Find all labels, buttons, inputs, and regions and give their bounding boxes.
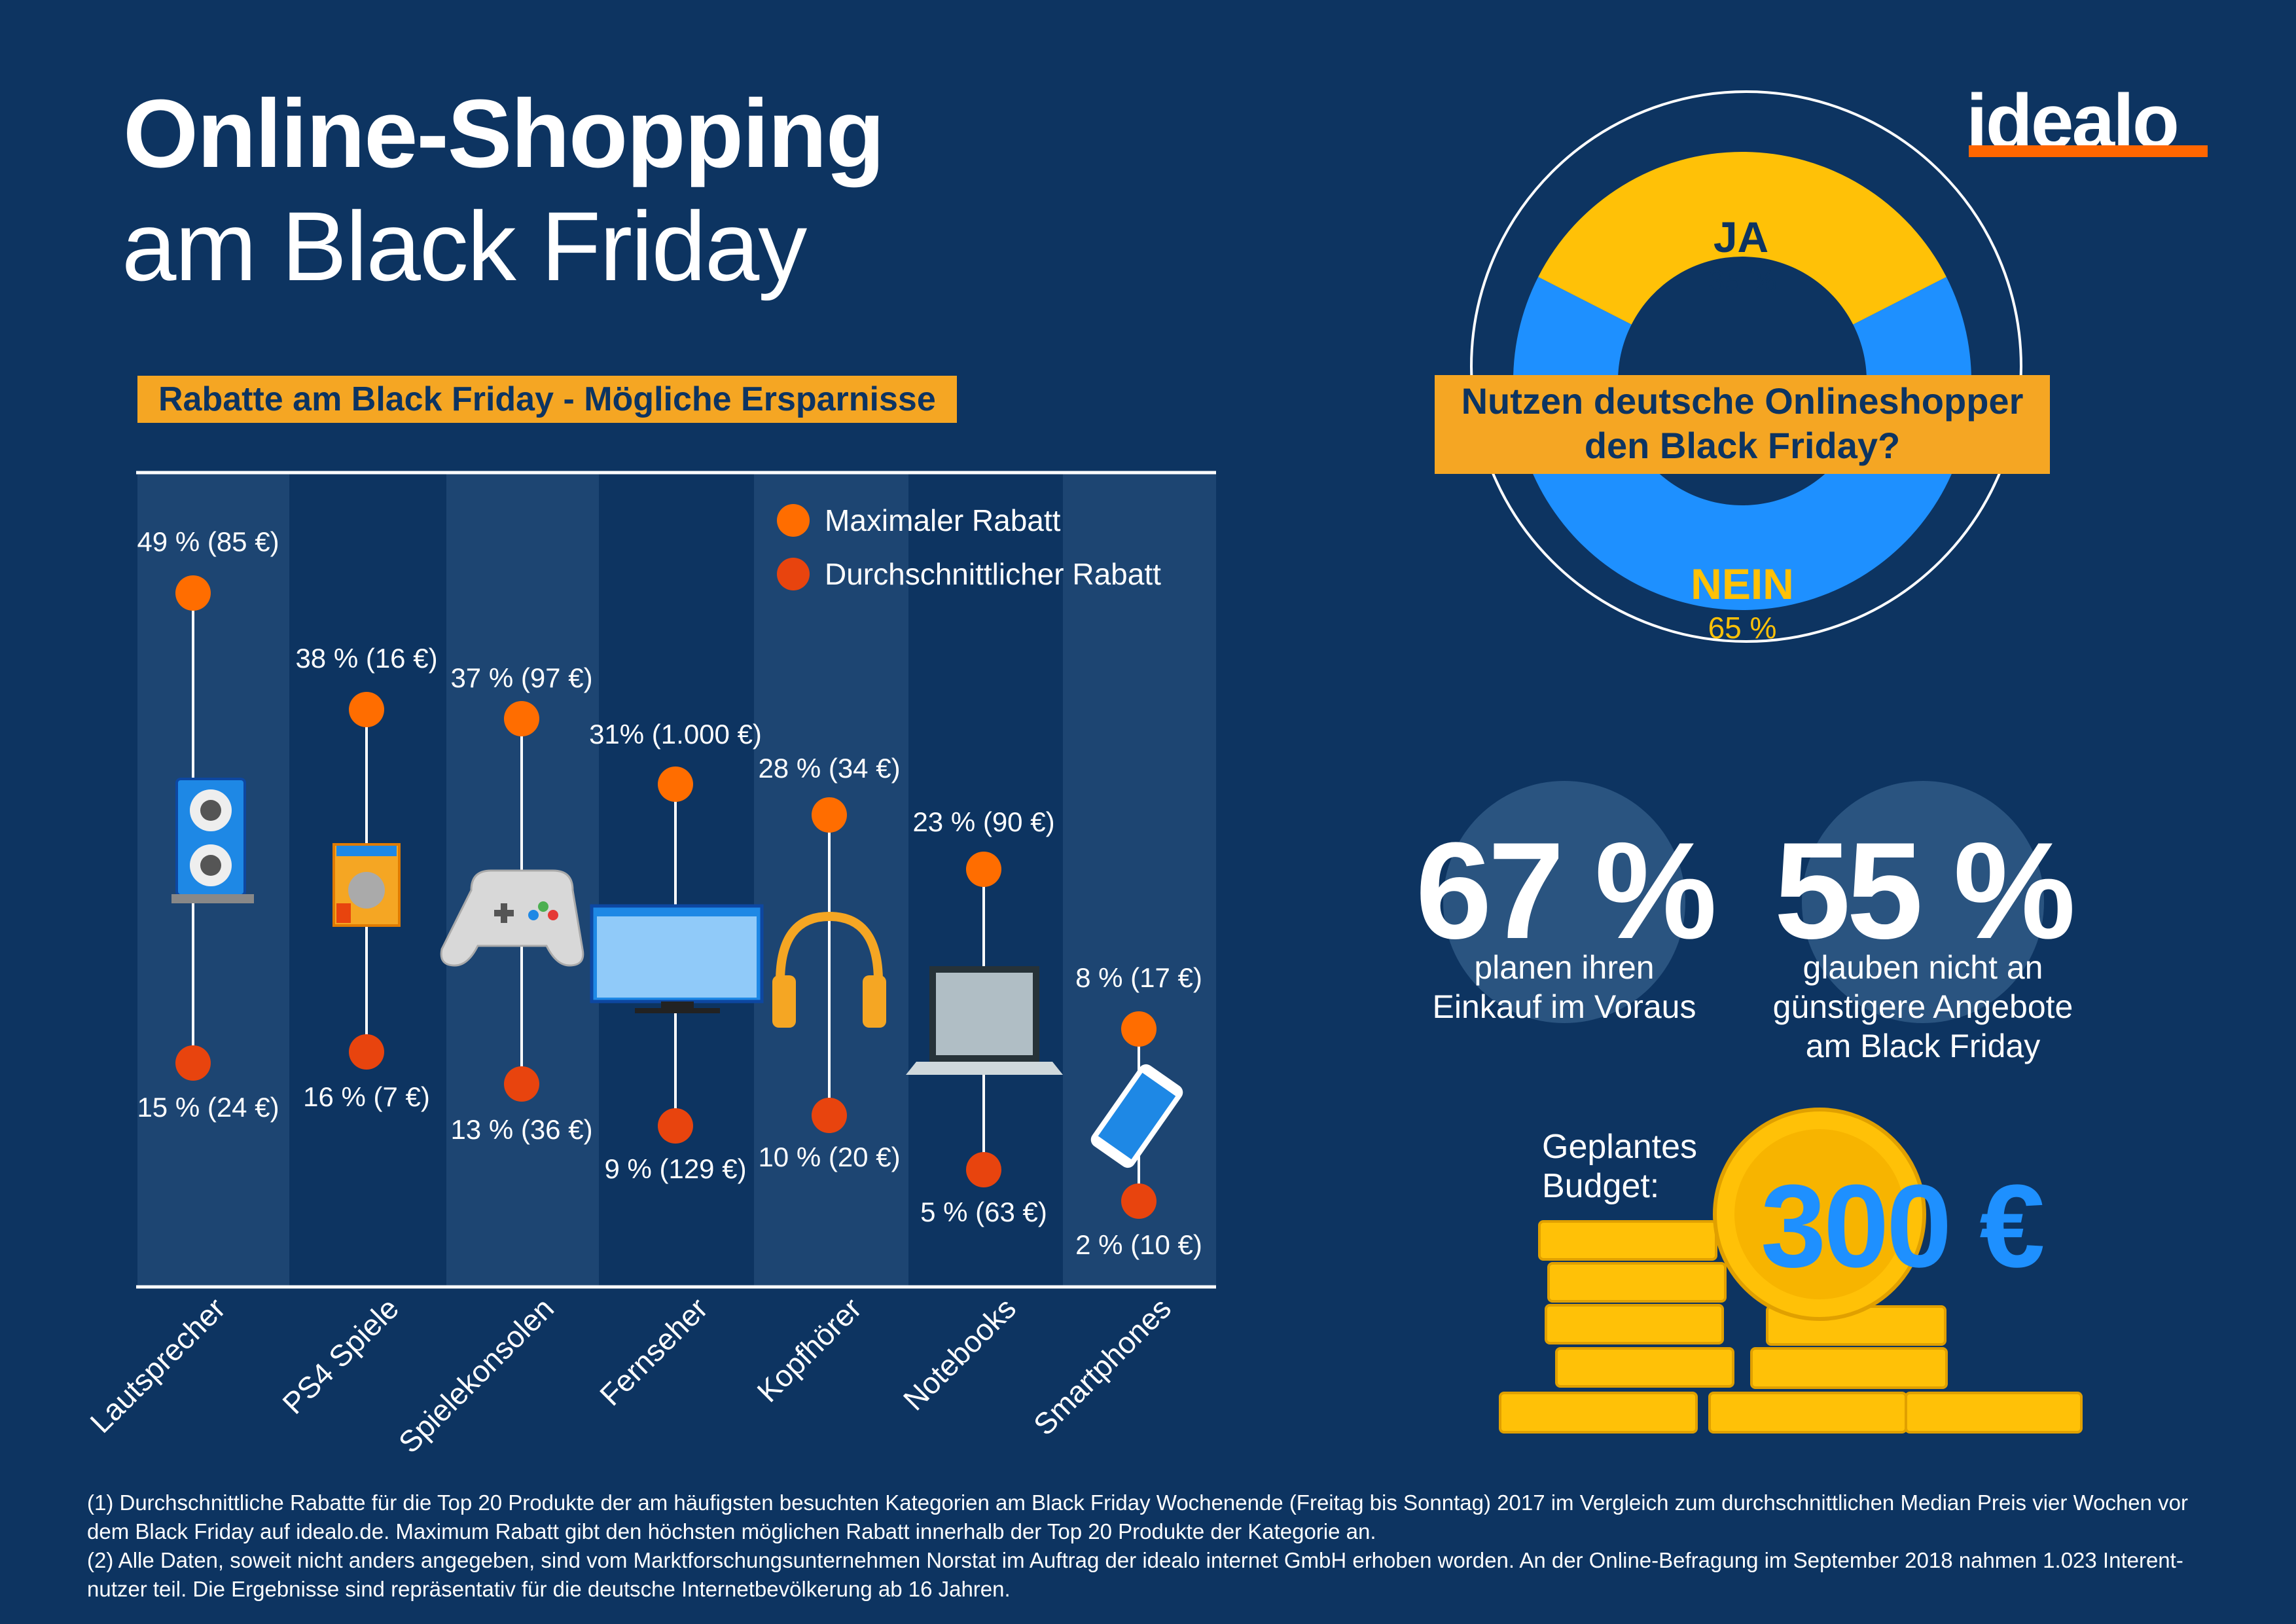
max-dot-2 bbox=[504, 701, 539, 736]
pie-yes-label: JA bbox=[1713, 213, 1768, 261]
avg-label-0: 15 % (24 €) bbox=[137, 1092, 279, 1123]
max-dot-6 bbox=[1121, 1011, 1157, 1047]
max-dot-5 bbox=[966, 852, 1001, 887]
stat-text-1-line1: planen ihren bbox=[1474, 949, 1655, 986]
gamepad-icon bbox=[440, 869, 584, 967]
legend-avg-label: Durchschnittlicher Rabatt bbox=[825, 557, 1161, 591]
category-label-4: Kopfhörer bbox=[750, 1291, 868, 1409]
pie-question-line1: Nutzen deutsche Onlineshopper bbox=[1461, 380, 2024, 422]
category-icons bbox=[171, 778, 1183, 1168]
avg-label-5: 5 % (63 €) bbox=[920, 1197, 1047, 1227]
stat-circle-2 bbox=[1802, 781, 2044, 1023]
headphones-icon bbox=[772, 911, 886, 1028]
pie-no-value: 65 % bbox=[1708, 611, 1777, 645]
avg-label-3: 9 % (129 €) bbox=[604, 1153, 746, 1184]
legend-max-dot bbox=[777, 504, 810, 537]
section-label: Rabatte am Black Friday - Mögliche Erspa… bbox=[137, 376, 957, 423]
stat-text-1-line2: Einkauf im Voraus bbox=[1432, 988, 1696, 1025]
avg-dot-5 bbox=[966, 1152, 1001, 1187]
max-label-3: 31% (1.000 €) bbox=[589, 719, 762, 749]
donut-slice-ja bbox=[1538, 152, 1946, 325]
category-label-6: Smartphones bbox=[1027, 1291, 1177, 1441]
budget-label: Geplantes Budget: bbox=[1542, 1127, 1697, 1206]
budget-label-line1: Geplantes bbox=[1542, 1128, 1698, 1166]
category-label-0: Lautsprecher bbox=[83, 1291, 232, 1439]
footnote-2: (2) Alle Daten, soweit nicht anders ange… bbox=[87, 1548, 2183, 1601]
max-label-0: 49 % (85 €) bbox=[137, 526, 279, 557]
footnote-1: (1) Durchschnittliche Rabatte für die To… bbox=[87, 1490, 2189, 1543]
avg-dot-1 bbox=[349, 1034, 384, 1070]
logo-underline bbox=[1969, 145, 2208, 157]
page-title: Online-Shopping bbox=[123, 80, 885, 188]
avg-label-6: 2 % (10 €) bbox=[1075, 1229, 1202, 1260]
column-4 bbox=[754, 474, 908, 1286]
legend-avg-dot bbox=[777, 558, 810, 590]
avg-dot-0 bbox=[175, 1045, 211, 1081]
tv-icon bbox=[590, 904, 764, 1013]
category-label-5: Notebooks bbox=[897, 1291, 1022, 1416]
category-label-2: Spielekonsolen bbox=[392, 1291, 560, 1459]
pie-question: Nutzen deutsche Onlineshopper den Black … bbox=[1435, 375, 2050, 474]
avg-label-2: 13 % (36 €) bbox=[450, 1114, 592, 1145]
stat-text-2-line3: am Black Friday bbox=[1805, 1028, 2041, 1064]
stat-value-2: 55 % bbox=[1774, 814, 2076, 967]
speaker-icon bbox=[171, 778, 254, 903]
max-label-2: 37 % (97 €) bbox=[450, 662, 592, 693]
donut-chart bbox=[1513, 152, 1971, 611]
ps4-game-icon bbox=[332, 843, 401, 927]
max-label-1: 38 % (16 €) bbox=[295, 643, 437, 674]
footnotes: (1) Durchschnittliche Rabatte für die To… bbox=[87, 1489, 2221, 1604]
max-dot-1 bbox=[349, 692, 384, 727]
max-label-5: 23 % (90 €) bbox=[912, 806, 1054, 837]
stat-value-1: 67 % bbox=[1415, 814, 1717, 967]
max-dot-3 bbox=[658, 767, 693, 802]
max-dot-0 bbox=[175, 575, 211, 611]
smartphone-icon bbox=[1090, 1064, 1183, 1168]
avg-dot-6 bbox=[1121, 1183, 1157, 1219]
avg-label-4: 10 % (20 €) bbox=[758, 1142, 900, 1172]
coin-stack-icon bbox=[1499, 1108, 2083, 1434]
stat-text-2: glauben nicht an günstigere Angebote am … bbox=[1759, 948, 2087, 1066]
max-dot-4 bbox=[812, 797, 847, 833]
donut-slice-nein bbox=[1513, 277, 1971, 611]
donut-outer-ring bbox=[1470, 90, 2022, 643]
avg-label-1: 16 % (7 €) bbox=[303, 1081, 430, 1112]
max-label-4: 28 % (34 €) bbox=[758, 753, 900, 784]
stat-block-2: 55 % bbox=[1759, 812, 2087, 970]
page-subtitle: am Black Friday bbox=[122, 191, 807, 301]
budget-label-line2: Budget: bbox=[1542, 1167, 1660, 1205]
laptop-icon bbox=[906, 966, 1063, 1075]
stat-block-1: 67 % bbox=[1401, 812, 1728, 970]
stat-circle-1 bbox=[1443, 781, 1685, 1023]
legend-max-label: Maximaler Rabatt bbox=[825, 503, 1061, 537]
pie-no-label: NEIN bbox=[1691, 560, 1794, 608]
stat-text-2-line2: günstigere Angebote bbox=[1772, 988, 2073, 1025]
avg-dot-4 bbox=[812, 1098, 847, 1133]
stat-text-1: planen ihren Einkauf im Voraus bbox=[1401, 948, 1728, 1026]
avg-dot-2 bbox=[504, 1066, 539, 1102]
pie-question-line2: den Black Friday? bbox=[1584, 425, 1901, 466]
category-label-3: Fernseher bbox=[593, 1291, 714, 1412]
category-label-1: PS4 Spiele bbox=[276, 1291, 405, 1420]
budget-value: 300 € bbox=[1761, 1161, 2045, 1292]
pie-yes-value: 35 % bbox=[1708, 264, 1777, 298]
max-label-6: 8 % (17 €) bbox=[1075, 962, 1202, 993]
avg-dot-3 bbox=[658, 1108, 693, 1144]
stat-text-2-line1: glauben nicht an bbox=[1803, 949, 2043, 986]
